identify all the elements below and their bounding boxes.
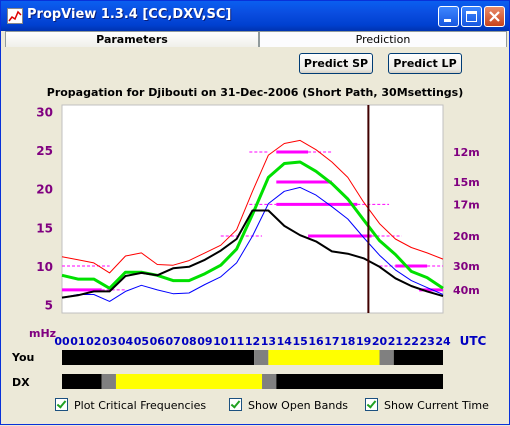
checkbox-label: Plot Critical Frequencies [74,399,207,412]
checkbox-checked-icon [55,398,68,411]
title-bar[interactable]: PropView 1.3.4 [CC,DXV,SC] [1,1,509,31]
prediction-panel [5,47,505,421]
checkbox-checked-icon [229,398,242,411]
checkbox-label: Show Current Time [384,399,489,412]
checkbox-checked-icon [365,398,378,411]
show-current-time-checkbox[interactable]: Show Current Time [365,398,489,414]
predict-lp-button[interactable]: Predict LP [388,53,462,74]
minimize-button[interactable] [438,6,459,27]
checkbox-label: Show Open Bands [248,399,349,412]
window-title: PropView 1.3.4 [CC,DXV,SC] [27,7,232,22]
show-open-bands-checkbox[interactable]: Show Open Bands [229,398,348,414]
tab-prediction[interactable]: Prediction [259,31,507,47]
maximize-icon [466,11,477,22]
tab-prediction-label: Prediction [355,33,411,46]
close-icon [489,11,500,22]
maximize-button[interactable] [461,6,482,27]
tab-strip: Parameters Prediction [5,31,507,47]
close-button[interactable] [484,6,505,27]
minimize-icon [444,19,451,22]
predict-sp-button[interactable]: Predict SP [299,53,373,74]
plot-critical-frequencies-checkbox[interactable]: Plot Critical Frequencies [55,398,206,414]
tab-parameters[interactable]: Parameters [5,31,259,47]
chart-icon [7,8,23,24]
tab-parameters-label: Parameters [96,33,168,46]
